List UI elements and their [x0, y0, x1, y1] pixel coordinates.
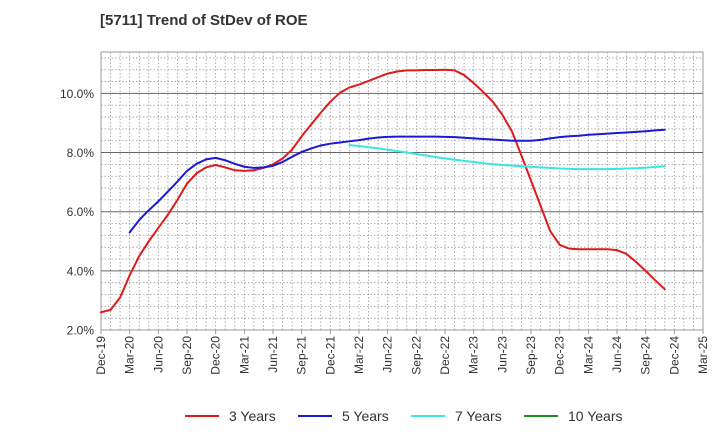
x-tick-label: Mar-24: [581, 336, 595, 374]
series-line-7-years: [348, 144, 666, 171]
legend-label-5-years: 5 Years: [342, 408, 389, 424]
y-tick-label: 2.0%: [67, 324, 95, 338]
chart-title: [5711] Trend of StDev of ROE: [100, 12, 308, 29]
series-line-5-years: [128, 128, 666, 234]
x-tick-label: Dec-22: [438, 336, 452, 375]
x-tick-label: Jun-21: [266, 336, 280, 373]
y-tick-label: 8.0%: [67, 146, 95, 160]
plot-area: [100, 51, 704, 331]
x-tick-label: Jun-22: [381, 336, 395, 373]
x-tick-label: Dec-20: [209, 336, 223, 375]
legend-swatch-5-years: [298, 415, 332, 417]
legend-label-3-years: 3 Years: [229, 408, 276, 424]
legend-item-3-years: 3 Years: [185, 404, 276, 428]
legend-item-10-years: 10 Years: [524, 404, 623, 428]
y-tick-label: 6.0%: [67, 205, 95, 219]
x-tick-label: Mar-23: [467, 336, 481, 374]
x-tick-label: Jun-23: [495, 336, 509, 373]
legend: 3 Years 5 Years 7 Years 10 Years: [0, 404, 720, 428]
legend-item-5-years: 5 Years: [298, 404, 389, 428]
legend-item-7-years: 7 Years: [411, 404, 502, 428]
legend-swatch-10-years: [524, 415, 558, 417]
x-tick-label: Sep-24: [639, 336, 653, 375]
series-line-3-years: [100, 68, 666, 314]
x-tick-label: Sep-23: [524, 336, 538, 375]
x-tick-label: Mar-20: [123, 336, 137, 374]
x-tick-label: Jun-20: [151, 336, 165, 373]
x-tick-label: Mar-22: [352, 336, 366, 374]
x-tick-label: Sep-20: [180, 336, 194, 375]
legend-swatch-3-years: [185, 415, 219, 417]
legend-label-10-years: 10 Years: [568, 408, 623, 424]
x-tick-label: Mar-25: [696, 336, 710, 374]
x-tick-label: Mar-21: [237, 336, 251, 374]
x-tick-label: Dec-21: [323, 336, 337, 375]
x-tick-label: Jun-24: [610, 336, 624, 373]
legend-label-7-years: 7 Years: [455, 408, 502, 424]
x-tick-label: Dec-19: [94, 336, 108, 375]
x-tick-label: Dec-23: [553, 336, 567, 375]
y-tick-label: 4.0%: [67, 264, 95, 278]
x-tick-label: Sep-22: [409, 336, 423, 375]
y-tick-label: 10.0%: [60, 87, 94, 101]
x-tick-label: Dec-24: [667, 336, 681, 375]
legend-swatch-7-years: [411, 415, 445, 417]
x-tick-label: Sep-21: [295, 336, 309, 375]
